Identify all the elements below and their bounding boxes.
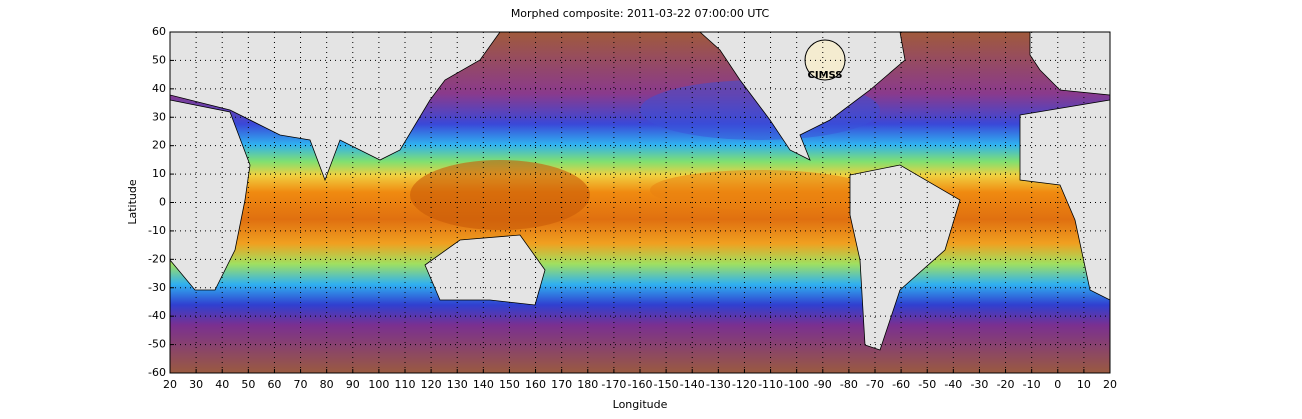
x-tick-label: 100 (368, 378, 389, 391)
y-axis-label: Latitude (126, 179, 139, 225)
x-tick-label: -40 (944, 378, 962, 391)
y-tick-label: -40 (148, 309, 166, 322)
x-tick-label: -130 (706, 378, 731, 391)
axes: 20 30 40 50 60 70 80 90 100 110 120 130 140 150 160 170… (148, 25, 1117, 391)
x-tick-label: 130 (447, 378, 468, 391)
x-tick-label: -60 (892, 378, 910, 391)
x-tick-label: -100 (784, 378, 809, 391)
title: Morphed composite: 2011-03-22 07:00:00 U… (511, 7, 770, 20)
x-tick-label: 120 (421, 378, 442, 391)
land (169, 99, 251, 291)
x-tick-label: 170 (551, 378, 572, 391)
y-tick-label: 30 (152, 110, 166, 123)
x-tick-label: 20 (163, 378, 177, 391)
y-tick-label: 40 (152, 82, 166, 95)
y-tick-label: 10 (152, 167, 166, 180)
x-tick-label: 140 (473, 378, 494, 391)
x-tick-label: -50 (918, 378, 936, 391)
y-tick-label: -60 (148, 366, 166, 379)
x-tick-label: -120 (732, 378, 757, 391)
y-tick-label: -20 (148, 252, 166, 265)
land (849, 164, 961, 351)
x-tick-label: 70 (294, 378, 308, 391)
x-tick-label: 80 (320, 378, 334, 391)
x-tick-label: 60 (267, 378, 281, 391)
y-tick-label: -50 (148, 338, 166, 351)
logo: CIMSS (808, 70, 843, 81)
land (169, 31, 501, 182)
x-tick-label: -30 (970, 378, 988, 391)
land (698, 31, 906, 161)
x-tick-label: -110 (758, 378, 783, 391)
x-axis-label: Longitude (613, 398, 668, 411)
y-tick-label: -30 (148, 281, 166, 294)
x-tick-label: -170 (601, 378, 626, 391)
y-tick-label: 0 (159, 196, 166, 209)
x-tick-label: -150 (654, 378, 679, 391)
y-tick-label: 50 (152, 53, 166, 66)
x-tick-label: 10 (1077, 378, 1091, 391)
x-tick-label: 90 (346, 378, 360, 391)
y-tick-label: -10 (148, 224, 166, 237)
frame (169, 31, 1111, 374)
x-tick-label: -20 (997, 378, 1015, 391)
x-tick-label: -160 (628, 378, 653, 391)
x-tick-label: 110 (395, 378, 416, 391)
x-tick-label: 20 (1103, 378, 1117, 391)
x-tick-label: 50 (241, 378, 255, 391)
x-tick-label: -90 (814, 378, 832, 391)
moisture-blob (650, 170, 870, 210)
y-tick-label: 60 (152, 25, 166, 38)
x-tick-label: 0 (1054, 378, 1061, 391)
x-tick-label: -80 (840, 378, 858, 391)
x-tick-label: 160 (525, 378, 546, 391)
x-tick-label: -10 (1023, 378, 1041, 391)
x-tick-label: 30 (189, 378, 203, 391)
x-tick-label: 40 (215, 378, 229, 391)
x-tick-label: -140 (680, 378, 705, 391)
moisture-blob (410, 160, 590, 230)
x-tick-label: 150 (499, 378, 520, 391)
x-tick-label: -70 (866, 378, 884, 391)
y-tick-label: 20 (152, 139, 166, 152)
x-tick-label: 180 (577, 378, 598, 391)
